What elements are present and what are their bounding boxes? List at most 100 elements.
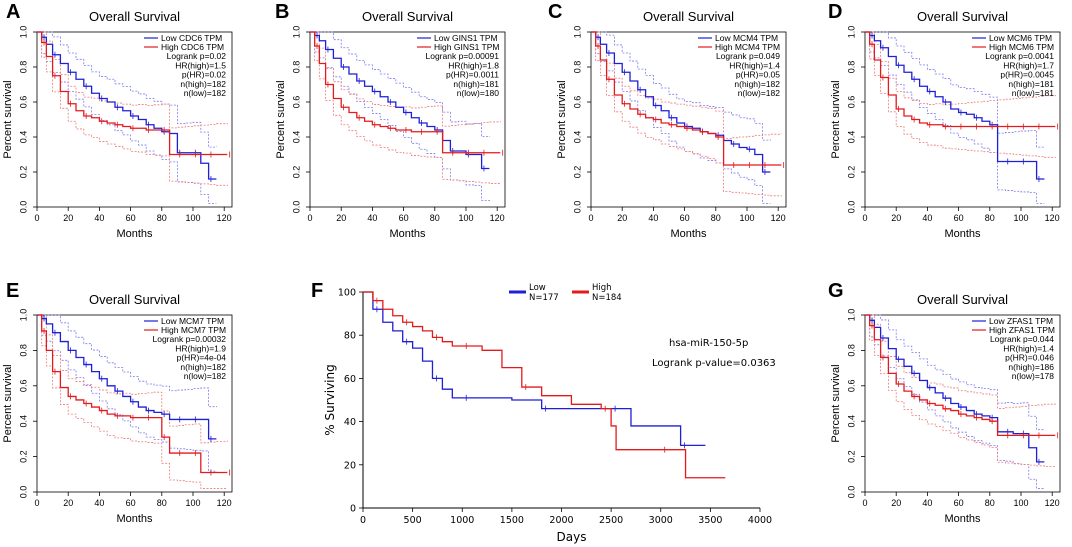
stat-text: n(low)=180	[457, 88, 500, 98]
stat-text: n(high)=186	[1008, 362, 1054, 372]
y-tick-label: 0.4	[18, 131, 28, 144]
stat-text: n(low)=181	[1012, 88, 1055, 98]
stat-text: Logrank p=0.02	[167, 51, 227, 61]
stat-text: Logrank p=0.00032	[153, 334, 227, 344]
y-tick-label: 0.0	[18, 486, 28, 499]
legend-label: High GINS1 TPM	[434, 42, 500, 52]
x-tick-label: 60	[126, 213, 136, 223]
legend-label: Low MCM6 TPM	[989, 33, 1052, 43]
survival-line-low	[37, 31, 217, 180]
x-axis-label: Days	[557, 530, 587, 544]
y-tick-label: 1.0	[846, 26, 856, 39]
stat-text: p(HR)=0.0011	[446, 70, 499, 80]
x-tick-label: 0	[307, 213, 312, 223]
x-tick-label: 120	[1045, 213, 1060, 223]
y-tick-label: 0.4	[18, 415, 28, 428]
plot-frame	[590, 31, 787, 208]
panel-e: E Overall Survival 0 20 40 60 80 100 120 0.0 0.2 0.…	[2, 280, 233, 525]
x-tick-label: 0	[862, 213, 867, 223]
plot-frame	[309, 31, 506, 208]
panel-a: A Overall Survival 0 20 40 60 80 100 120 0.0 0.2 0.…	[2, 1, 233, 240]
y-tick-label: 0.2	[18, 450, 28, 463]
y-axis-label: Percent survival	[830, 80, 842, 158]
survival-line-high	[310, 31, 501, 154]
y-axis-label: Percent survival	[556, 80, 568, 158]
x-tick-label: 0	[360, 515, 366, 526]
ci-upper-line	[37, 314, 228, 444]
x-tick-label: 100	[1013, 213, 1028, 223]
survival-line-high	[865, 31, 1056, 128]
x-tick-label: 0	[588, 213, 593, 223]
ci-lower-line	[591, 31, 782, 197]
survival-line-high	[591, 31, 782, 166]
y-tick-label: 0.0	[572, 201, 582, 214]
ci-upper-line	[865, 31, 1056, 106]
x-tick-label: 4000	[748, 515, 772, 526]
ci-upper-line	[37, 31, 217, 148]
panel-title: Overall Survival	[89, 9, 180, 24]
y-tick-label: 0.8	[18, 61, 28, 74]
x-tick-label: 40	[367, 213, 377, 223]
legend-label: High	[592, 283, 612, 293]
x-tick-label: 60	[954, 498, 964, 508]
x-tick-label: 3000	[649, 515, 673, 526]
stat-text: n(high)=182	[180, 79, 226, 89]
plot-frame	[36, 31, 233, 208]
x-axis-label: Months	[944, 228, 981, 240]
panel-letter: D	[828, 1, 842, 23]
y-tick-label: 80	[344, 331, 356, 342]
stat-text: n(high)=182	[734, 79, 780, 89]
y-tick-label: 100	[338, 288, 356, 299]
x-tick-label: 20	[63, 213, 73, 223]
y-tick-label: 0.2	[291, 166, 301, 179]
x-tick-label: 80	[985, 498, 995, 508]
panel-g: G Overall Survival 0 20 40 60 80 100 120 0.0 0.2 0.…	[828, 280, 1061, 525]
y-tick-label: 0.6	[291, 96, 301, 109]
y-axis-label: % Surviving	[323, 364, 337, 435]
survival-line-low	[363, 291, 706, 447]
y-tick-label: 0.4	[846, 415, 856, 428]
stat-text: HR(high)=1.5	[175, 60, 226, 70]
annotation-logrank: Logrank p-value=0.0363	[652, 358, 776, 369]
x-tick-label: 120	[217, 213, 232, 223]
y-tick-label: 0.4	[291, 131, 301, 144]
stat-text: n(low)=178	[1012, 371, 1055, 381]
x-tick-label: 0	[862, 498, 867, 508]
x-axis-label: Months	[944, 513, 981, 525]
ci-lower-line	[310, 31, 501, 185]
y-tick-label: 0.0	[291, 201, 301, 214]
survival-line-high	[363, 291, 726, 479]
y-tick-label: 1.0	[18, 26, 28, 39]
y-tick-label: 0.6	[846, 96, 856, 109]
y-tick-label: 0.0	[846, 486, 856, 499]
ci-upper-line	[37, 31, 228, 129]
survival-line-low	[37, 314, 217, 440]
panel-letter: C	[548, 1, 562, 23]
x-axis-label: Months	[670, 228, 707, 240]
legend-label: Low	[529, 283, 546, 293]
y-tick-label: 0.6	[18, 96, 28, 109]
x-tick-label: 120	[1045, 498, 1060, 508]
panel-letter: F	[311, 280, 323, 302]
x-tick-label: 60	[954, 213, 964, 223]
survival-line-low	[591, 31, 771, 173]
y-tick-label: 40	[344, 417, 356, 428]
stat-text: p(HR)=0.02	[182, 70, 226, 80]
x-tick-label: 1000	[450, 515, 474, 526]
x-tick-label: 80	[157, 213, 167, 223]
x-tick-label: 0	[34, 498, 39, 508]
y-tick-label: 1.0	[291, 26, 301, 39]
x-tick-label: 100	[185, 213, 200, 223]
legend-label: Low ZFAS1 TPM	[989, 316, 1053, 326]
ci-upper-line	[310, 31, 490, 138]
stat-text: n(low)=182	[184, 88, 227, 98]
plot-frame	[36, 314, 233, 493]
stat-text: p(HR)=0.0045	[1000, 70, 1054, 80]
stat-text: p(HR)=4e-04	[177, 353, 227, 363]
stat-text: p(HR)=0.046	[1005, 353, 1054, 363]
y-tick-label: 0.8	[846, 344, 856, 357]
legend-label: Low MCM7 TPM	[161, 316, 224, 326]
x-tick-label: 20	[617, 213, 627, 223]
legend-label: High ZFAS1 TPM	[989, 325, 1055, 335]
